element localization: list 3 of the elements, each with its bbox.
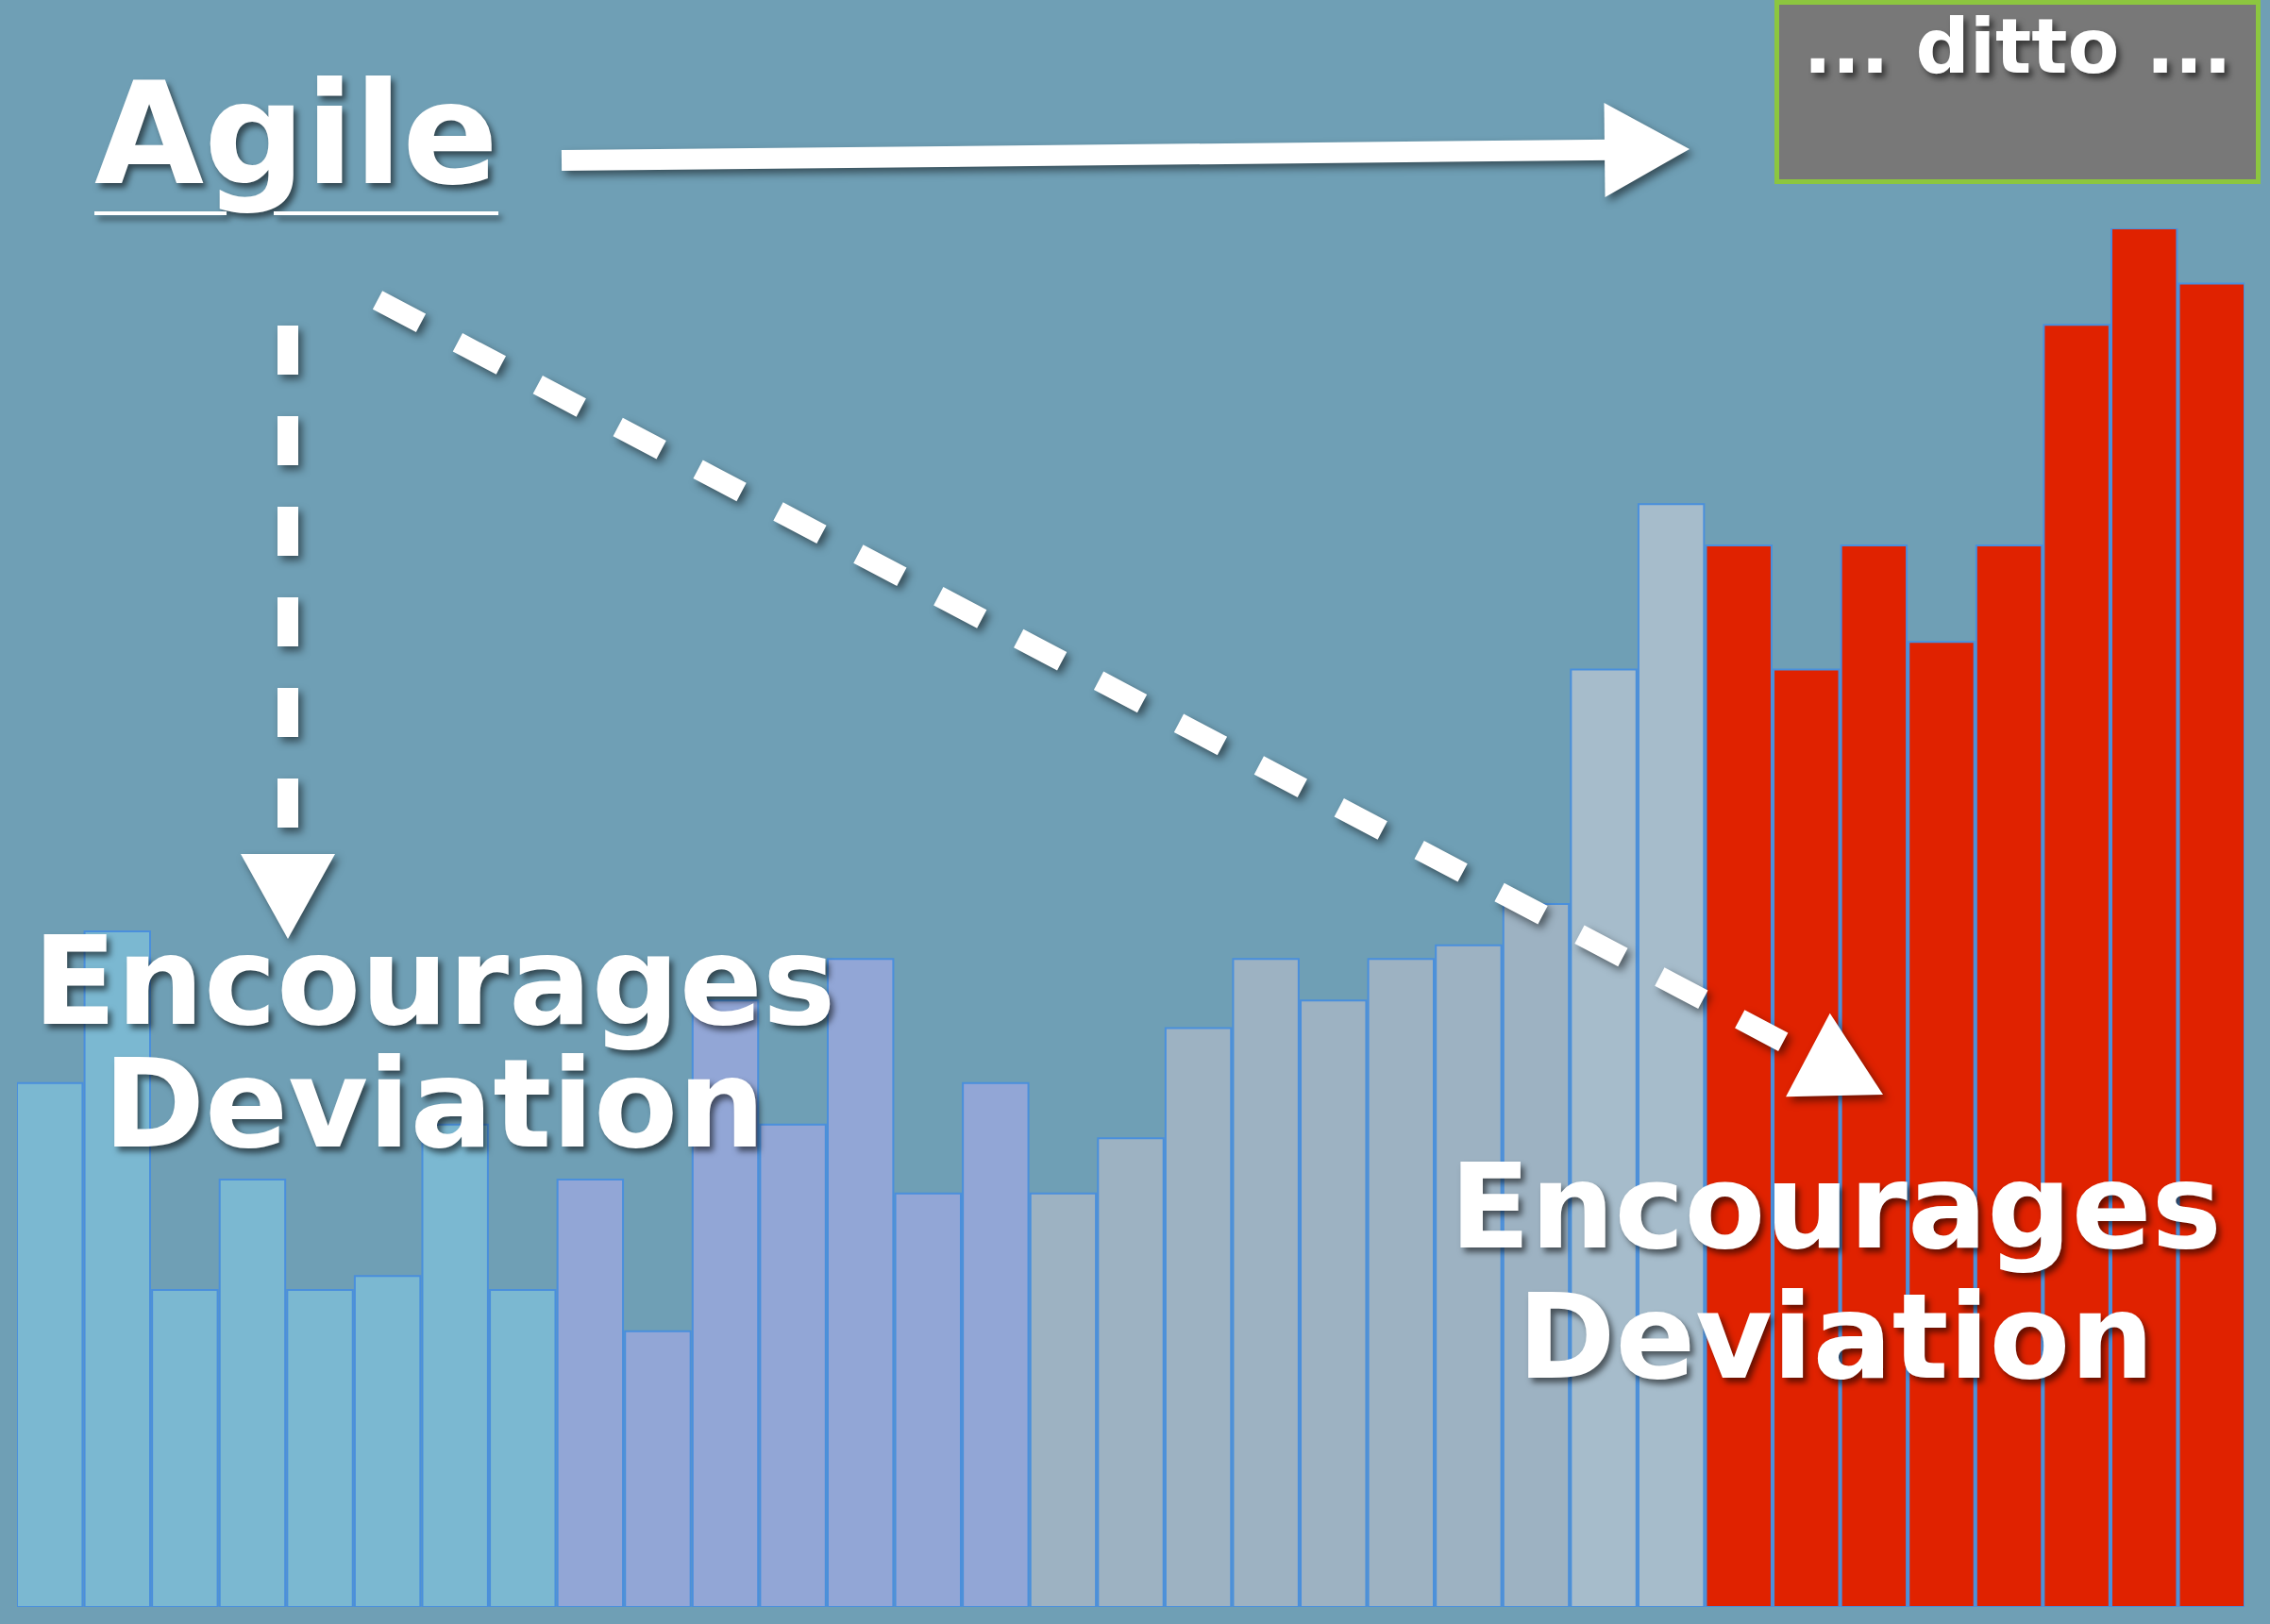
annotation: Encourages Deviation [31, 910, 837, 1176]
text: Agile [94, 52, 499, 216]
text: ... ditto ... [1774, 0, 2261, 184]
